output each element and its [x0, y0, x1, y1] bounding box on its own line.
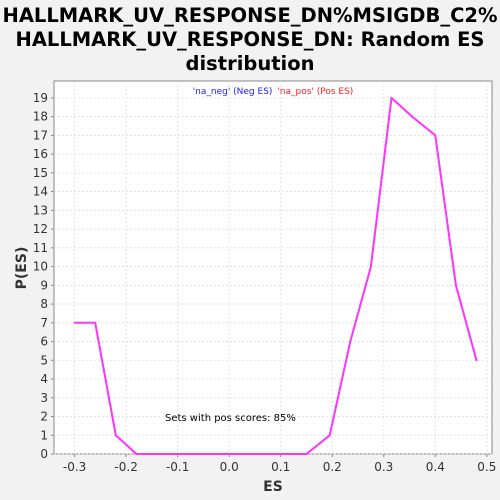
data-point — [238, 453, 241, 455]
data-point — [454, 284, 457, 287]
x-tick-label: -0.1 — [166, 460, 189, 474]
y-tick-label: 15 — [33, 166, 48, 180]
y-tick-label: 10 — [33, 260, 48, 274]
data-point — [73, 321, 76, 324]
y-tick-label: 18 — [33, 110, 48, 124]
y-tick-label: 8 — [40, 297, 48, 311]
data-point — [176, 453, 179, 455]
y-tick-label: 5 — [40, 353, 48, 367]
data-point — [390, 96, 393, 99]
x-tick-label: 0.5 — [477, 460, 496, 474]
annotation-pos-scores: Sets with pos scores: 85% — [165, 413, 296, 424]
data-point — [305, 453, 308, 455]
x-tick-label: 0.2 — [323, 460, 342, 474]
series-line — [74, 96, 478, 455]
y-tick-label: 2 — [40, 410, 48, 424]
y-tick-label: 11 — [33, 241, 48, 255]
data-point — [197, 453, 200, 455]
y-tick-label: 9 — [40, 278, 48, 292]
data-point — [259, 453, 262, 455]
y-tick-label: 3 — [40, 391, 48, 405]
y-tick-label: 16 — [33, 147, 48, 161]
data-point — [135, 453, 138, 455]
plot-background — [53, 80, 493, 455]
x-tick-label: -0.2 — [114, 460, 137, 474]
y-tick-label: 4 — [40, 372, 48, 386]
data-point — [434, 134, 437, 137]
data-point — [217, 453, 220, 455]
x-tick-label: 0.3 — [374, 460, 393, 474]
x-tick-label: 0.1 — [271, 460, 290, 474]
y-tick-label: 12 — [33, 222, 48, 236]
data-point — [156, 453, 159, 455]
data-point — [328, 434, 331, 437]
chart-title-line-2: HALLMARK_UV_RESPONSE_DN: Random ES — [15, 28, 485, 51]
data-point — [94, 321, 97, 324]
data-point — [349, 340, 352, 343]
x-tick-label: 0.0 — [220, 460, 239, 474]
y-tick-label: 1 — [40, 428, 48, 442]
data-point — [369, 265, 372, 268]
legend: 'na_neg' (Neg ES) 'na_pos' (Pos ES) — [193, 87, 354, 97]
y-tick-label: 13 — [33, 203, 48, 217]
data-point — [475, 359, 478, 362]
y-tick-label: 14 — [33, 185, 48, 199]
legend-item-neg: 'na_neg' (Neg ES) — [193, 87, 273, 97]
chart-title-line-3: distribution — [185, 52, 315, 75]
x-tick-label: 0.4 — [426, 460, 445, 474]
y-tick-label: 6 — [40, 335, 48, 349]
data-point — [411, 115, 414, 118]
x-tick-label: -0.3 — [63, 460, 86, 474]
data-point — [114, 434, 117, 437]
chart-title-line-1: HALLMARK_UV_RESPONSE_DN%MSIGDB_C2% — [2, 4, 498, 27]
y-tick-label: 0 — [40, 447, 48, 461]
y-axis-label: P(ES) — [14, 247, 30, 290]
y-tick-label: 19 — [33, 91, 48, 105]
y-tick-label: 7 — [40, 316, 48, 330]
legend-item-pos: 'na_pos' (Pos ES) — [277, 87, 353, 97]
data-point — [279, 453, 282, 455]
chart-title: HALLMARK_UV_RESPONSE_DN%MSIGDB_C2% HALLM… — [0, 4, 500, 76]
series-layer — [73, 96, 478, 455]
x-axis-label: ES — [263, 479, 283, 495]
grid-lines — [54, 81, 492, 455]
y-tick-label: 17 — [33, 128, 48, 142]
